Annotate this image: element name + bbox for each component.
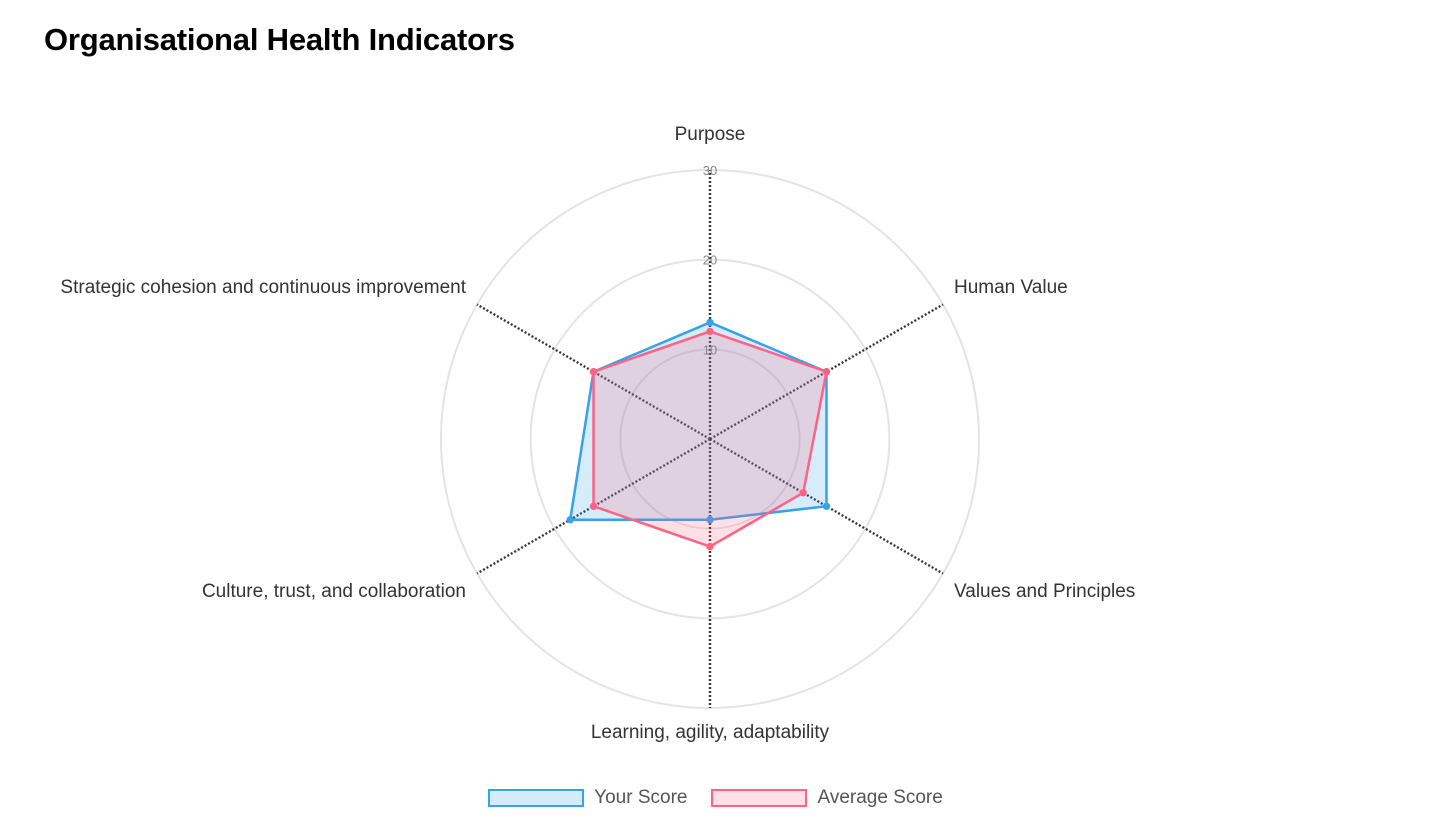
radar-series bbox=[566, 318, 831, 551]
grid-ring-20 bbox=[529, 258, 891, 620]
tick-label-10: 10 bbox=[703, 342, 717, 357]
category-label-values-and-principles: Values and Principles bbox=[954, 581, 1135, 602]
data-point-average-score-purpose bbox=[706, 327, 714, 336]
data-point-your-score-culture-trust-and-collaboration bbox=[566, 516, 574, 524]
legend-label-your-score: Your Score bbox=[594, 787, 688, 808]
category-label-culture-trust-and-collaboration: Culture, trust, and collaboration bbox=[202, 581, 466, 602]
legend-item-your-score[interactable]: Your Score bbox=[488, 787, 687, 809]
axis-line-strategic-cohesion-and-continuous-improvement bbox=[476, 303, 711, 441]
category-label-human-value: Human Value bbox=[954, 277, 1068, 298]
data-point-average-score-values-and-principles bbox=[799, 489, 807, 497]
series-area-average-score bbox=[592, 330, 828, 548]
category-label-strategic-cohesion-and-continuous-improvement: Strategic cohesion and continuous improv… bbox=[60, 277, 466, 298]
radar-axes bbox=[476, 170, 944, 708]
data-point-average-score-culture-trust-and-collaboration bbox=[589, 502, 598, 510]
legend-label-average-score: Average Score bbox=[817, 787, 943, 808]
page-title: Organisational Health Indicators bbox=[44, 22, 515, 57]
axis-line-culture-trust-and-collaboration bbox=[476, 437, 711, 575]
legend-swatch-your-score bbox=[488, 789, 585, 807]
radar-category-labels: Purpose Human Value Values and Principles L… bbox=[60, 124, 1135, 743]
chart-legend: Your Score Average Score bbox=[0, 787, 1431, 809]
axis-line-values-and-principles bbox=[709, 437, 944, 575]
category-label-purpose: Purpose bbox=[675, 124, 746, 145]
axis-line-human-value bbox=[709, 303, 944, 441]
legend-item-average-score[interactable]: Average Score bbox=[711, 787, 943, 809]
data-point-average-score-strategic-cohesion-and-continuous-improvement bbox=[589, 368, 598, 376]
data-point-your-score-values-and-principles bbox=[822, 502, 831, 510]
data-point-your-score-purpose bbox=[706, 318, 714, 327]
tick-label-30: 30 bbox=[703, 163, 717, 178]
data-point-your-score-learning-agility-adaptability bbox=[706, 516, 714, 524]
category-label-learning-agility-adaptability: Learning, agility, adaptability bbox=[591, 722, 830, 743]
tick-label-20: 20 bbox=[703, 253, 717, 268]
legend-swatch-average-score bbox=[711, 789, 808, 807]
radar-tick-labels: 10 20 30 bbox=[703, 163, 717, 357]
data-point-average-score-human-value bbox=[822, 368, 831, 376]
data-point-average-score-learning-agility-adaptability bbox=[706, 542, 714, 551]
radar-chart: 10 20 30 Purpose Human Value Values and Prin… bbox=[60, 124, 1135, 743]
